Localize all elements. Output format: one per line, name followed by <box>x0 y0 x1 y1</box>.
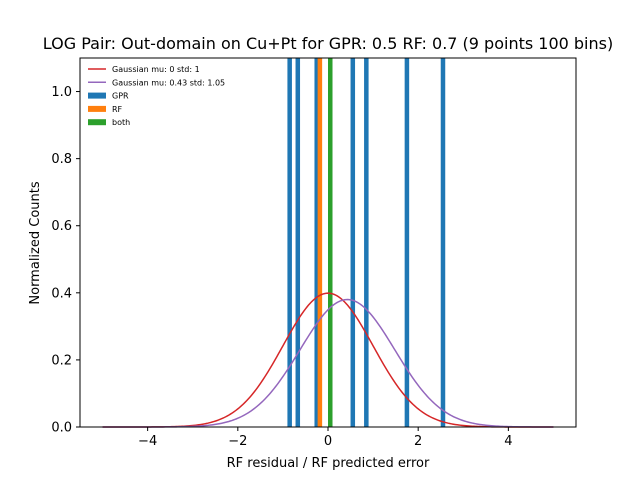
x-tick-label: 4 <box>504 434 512 449</box>
bar-gpr-6 <box>364 58 369 427</box>
legend: Gaussian mu: 0 std: 1 Gaussian mu: 0.43 s… <box>88 65 225 127</box>
bar-gpr-7 <box>404 58 410 427</box>
bar-gpr-1 <box>295 58 301 427</box>
chart-title: LOG Pair: Out-domain on Cu+Pt for GPR: 0… <box>43 34 613 53</box>
legend-swatch-patch <box>88 105 106 112</box>
legend-swatch-patch <box>88 119 106 126</box>
y-tick-label: 0.2 <box>51 353 72 368</box>
legend-label: both <box>112 118 130 127</box>
y-tick-label: 0.0 <box>51 421 72 436</box>
bar-gpr-8 <box>440 58 446 427</box>
y-tick-label: 0.4 <box>51 286 72 301</box>
x-axis-label: RF residual / RF predicted error <box>227 456 430 471</box>
bar-both-4 <box>328 58 333 427</box>
y-tick-label: 0.6 <box>51 219 72 234</box>
legend-label: Gaussian mu: 0 std: 1 <box>112 65 200 74</box>
axes-layer: −4 −2 0 2 4 0.0 0.2 0.4 0.6 0.8 1.0 <box>51 57 577 449</box>
y-axis-label: Normalized Counts <box>28 181 43 304</box>
y-tick-label: 0.8 <box>51 152 72 167</box>
x-tick-label: 2 <box>414 434 422 449</box>
x-tick-label: 0 <box>324 434 332 449</box>
x-tick-label: −2 <box>228 434 247 449</box>
bar-gpr-5 <box>350 58 356 427</box>
legend-label: GPR <box>112 92 129 101</box>
legend-label: RF <box>112 105 123 114</box>
bar-gpr-0 <box>287 58 292 427</box>
y-tick-label: 1.0 <box>51 85 72 100</box>
bars-layer <box>287 58 446 427</box>
legend-swatch-patch <box>88 92 106 99</box>
x-tick-label: −4 <box>138 434 157 449</box>
bar-rf-3 <box>317 58 323 427</box>
bar-gpr-2 <box>314 58 319 427</box>
legend-label: Gaussian mu: 0.43 std: 1.05 <box>112 78 225 87</box>
